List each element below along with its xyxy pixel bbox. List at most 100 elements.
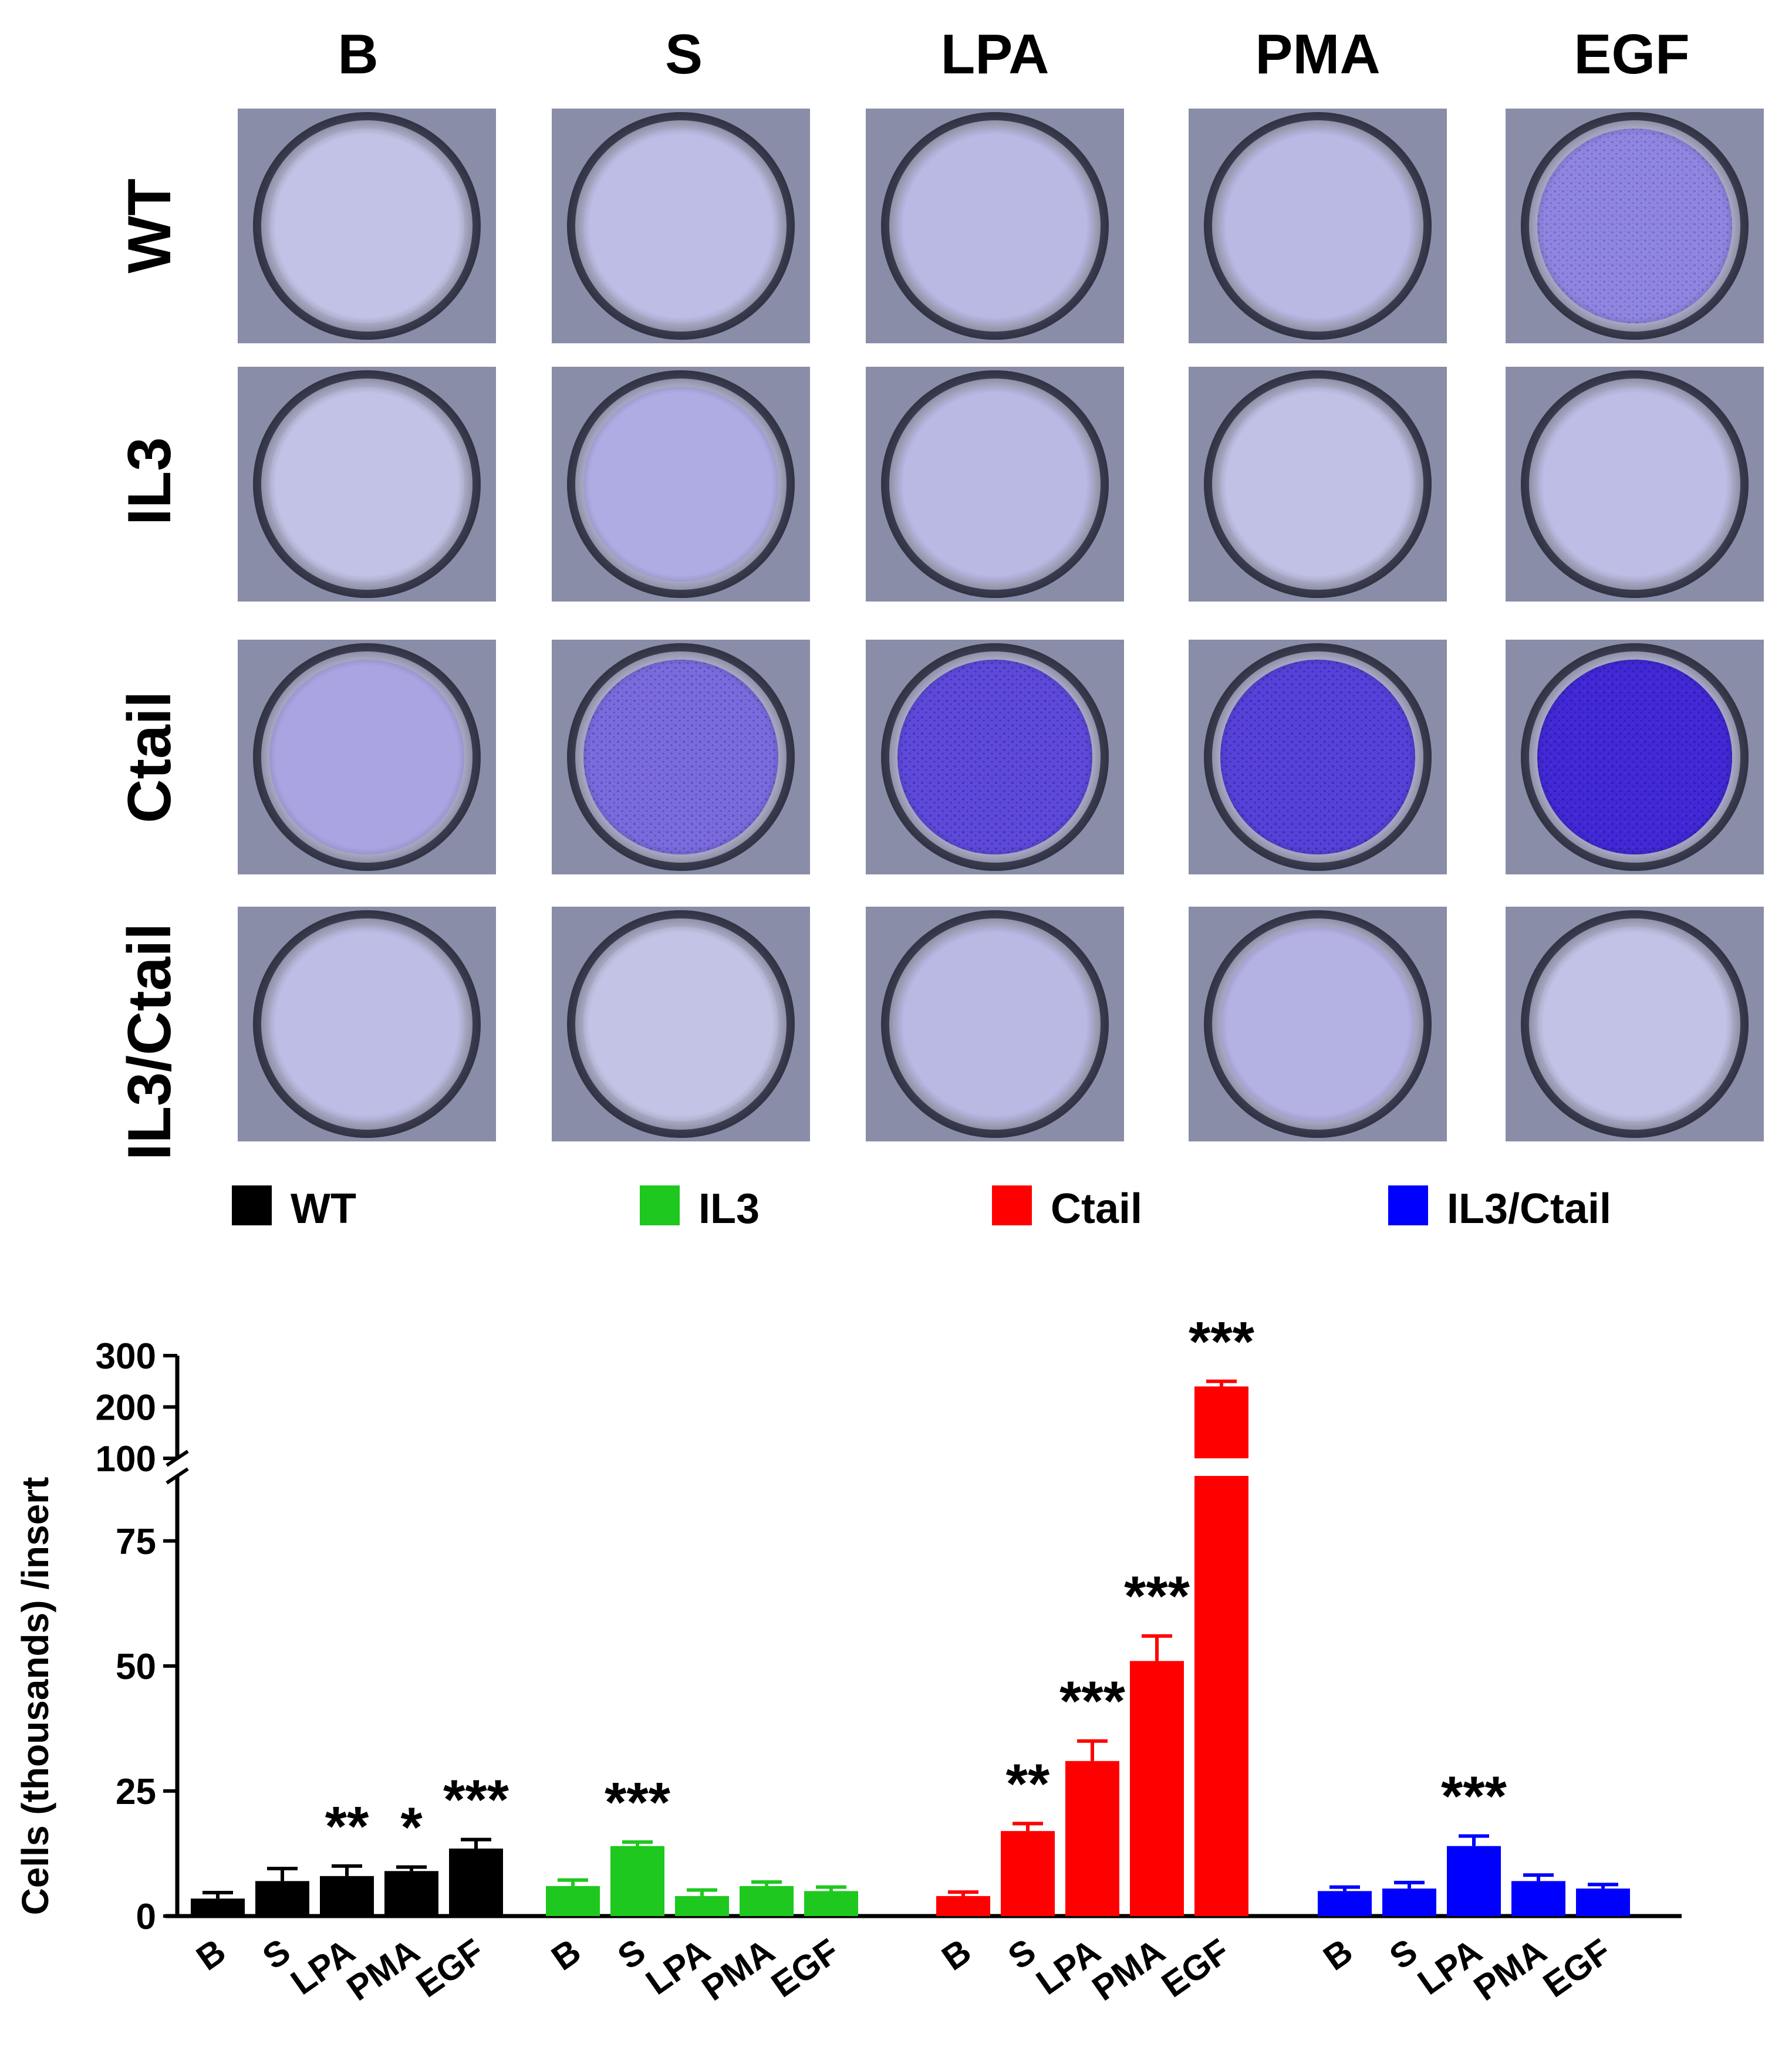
well-vignette <box>567 370 795 598</box>
well-vignette <box>881 643 1109 871</box>
well-image <box>1506 640 1764 874</box>
bar-chart: Cells (thousands) /insert 0 25 50 75 100 200 3… <box>14 1310 1682 2008</box>
bar <box>1065 1761 1119 1916</box>
well-vignette <box>1521 112 1749 340</box>
column-labels: B S LPA PMA EGF <box>338 23 1689 86</box>
significance-label: *** <box>1441 1765 1507 1828</box>
bar <box>191 1898 245 1916</box>
column-label: B <box>338 23 378 86</box>
bar <box>740 1886 794 1916</box>
well-image <box>238 367 496 602</box>
well-image <box>238 907 496 1141</box>
row-label: IL3 <box>116 437 184 525</box>
legend-label: WT <box>291 1185 356 1232</box>
well-vignette <box>1204 643 1432 871</box>
well-image <box>238 109 496 343</box>
legend-swatch <box>1388 1185 1428 1225</box>
bar <box>675 1896 729 1916</box>
legend-label: IL3/Ctail <box>1447 1185 1611 1232</box>
x-tick-label: EGF <box>1536 1931 1618 2005</box>
x-tick-label: B <box>190 1931 233 1978</box>
column-label: LPA <box>941 23 1049 86</box>
y-tick-label: 0 <box>136 1897 156 1937</box>
well-image <box>1189 367 1447 602</box>
y-tick-label: 75 <box>116 1522 156 1562</box>
significance-label: ** <box>1006 1752 1050 1815</box>
well-vignette <box>567 643 795 871</box>
bar <box>804 1891 858 1916</box>
series-ctail <box>936 1379 1248 1916</box>
well-vignette <box>567 112 795 340</box>
significance-marks: ** * *** *** ************** <box>325 1310 1507 1859</box>
well-vignette <box>253 370 481 598</box>
bar <box>546 1886 600 1916</box>
column-label: EGF <box>1574 23 1689 86</box>
well-vignette <box>567 910 795 1138</box>
well-image <box>238 640 496 874</box>
bar <box>255 1881 309 1916</box>
bars <box>191 1379 1630 1916</box>
legend-label: IL3 <box>698 1185 760 1232</box>
bar <box>1130 1661 1184 1916</box>
bar <box>1194 1476 1248 1916</box>
y-tick-label: 300 <box>96 1336 156 1377</box>
row-label: Ctail <box>116 691 184 823</box>
column-label: S <box>665 23 703 86</box>
bar <box>610 1846 664 1916</box>
legend-item-il3: IL3 <box>640 1185 760 1232</box>
series-il3-ctail <box>1318 1834 1630 1916</box>
y-tick-label: 50 <box>116 1647 156 1687</box>
well-vignette <box>253 112 481 340</box>
y-tick-label: 100 <box>96 1439 156 1479</box>
y-tick-label: 200 <box>96 1388 156 1428</box>
significance-label: *** <box>1124 1565 1190 1628</box>
legend-item-wt: WT <box>232 1185 356 1232</box>
well-image <box>1506 907 1764 1141</box>
well-image <box>552 367 810 602</box>
row-labels: WT IL3 Ctail IL3/Ctail <box>116 178 184 1160</box>
bar <box>936 1896 990 1916</box>
row-label: IL3/Ctail <box>116 923 184 1161</box>
well-vignette <box>1204 112 1432 340</box>
well-vignette <box>881 370 1109 598</box>
significance-label: * <box>400 1796 423 1859</box>
well-image <box>1189 640 1447 874</box>
legend-swatch <box>992 1185 1032 1225</box>
significance-label: *** <box>605 1771 671 1834</box>
x-tick-label: B <box>545 1931 588 1978</box>
significance-label: *** <box>443 1769 509 1832</box>
well-image <box>866 907 1124 1141</box>
y-tick-label: 25 <box>116 1772 156 1812</box>
well-vignette <box>1521 370 1749 598</box>
well-image <box>1189 109 1447 343</box>
bar <box>449 1848 503 1916</box>
well-vignette <box>1204 370 1432 598</box>
bar <box>1001 1831 1055 1916</box>
significance-label: ** <box>325 1795 369 1858</box>
x-tick-label: B <box>1317 1931 1360 1978</box>
y-axis-label: Cells (thousands) /insert <box>14 1477 56 1915</box>
well-image <box>866 640 1124 874</box>
bar <box>1447 1846 1501 1916</box>
legend-item-il3-ctail: IL3/Ctail <box>1388 1185 1611 1232</box>
bar <box>1382 1888 1436 1916</box>
legend-label: Ctail <box>1051 1185 1142 1232</box>
legend-swatch <box>232 1185 272 1225</box>
legend-swatch <box>640 1185 680 1225</box>
row-label: WT <box>116 178 184 273</box>
significance-label: *** <box>1189 1310 1255 1373</box>
bar <box>384 1871 438 1916</box>
well-image <box>552 907 810 1141</box>
well-vignette <box>881 112 1109 340</box>
well-image <box>552 640 810 874</box>
bar <box>1511 1881 1565 1916</box>
well-image <box>1189 907 1447 1141</box>
well-image <box>552 109 810 343</box>
well-image <box>1506 367 1764 602</box>
x-tick-label: EGF <box>764 1931 846 2005</box>
significance-label: *** <box>1059 1670 1126 1733</box>
well-image <box>866 367 1124 602</box>
legend-item-ctail: Ctail <box>992 1185 1142 1232</box>
well-image <box>866 109 1124 343</box>
